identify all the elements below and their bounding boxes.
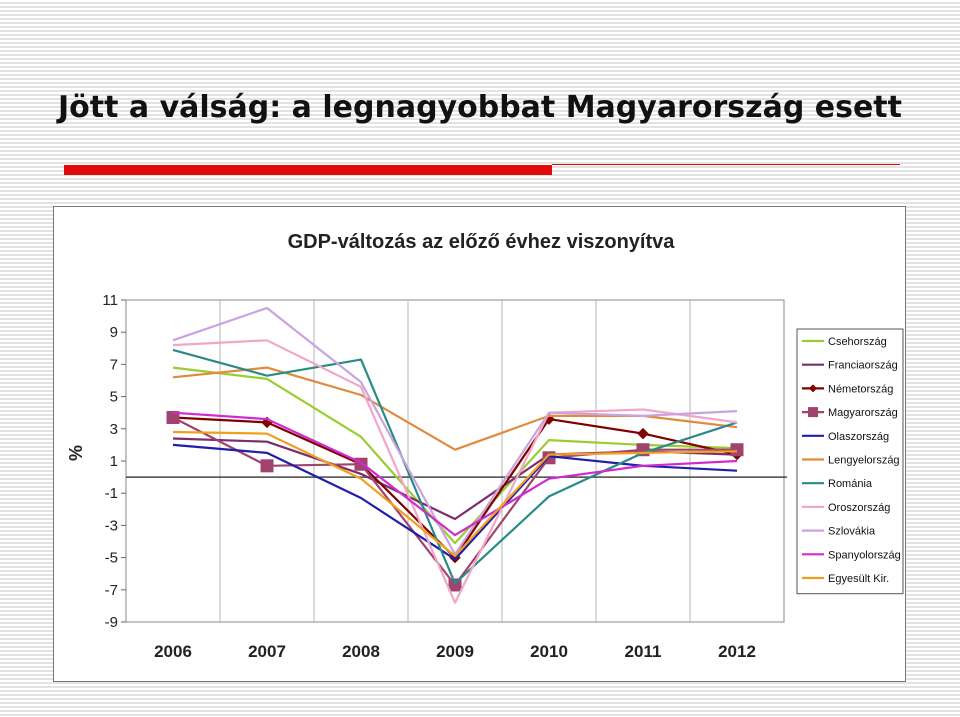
y-tick-label: 9 [110,324,118,341]
legend-label: Románia [828,478,873,490]
title-underline-bar [64,165,552,175]
series-line [172,411,738,537]
y-tick-label: -9 [105,614,118,631]
y-tick-label: -1 [105,485,118,502]
legend-label: Magyarország [828,407,898,419]
data-point [260,459,274,473]
y-tick-label: 7 [110,356,118,373]
legend-label: Franciaország [828,360,898,372]
x-tick-label: 2006 [154,642,192,661]
legend-label: Csehország [828,336,887,348]
y-tick-label: -7 [105,582,118,599]
legend-label: Oroszország [828,502,890,514]
y-tick-label: 3 [110,421,118,438]
x-tick-label: 2008 [342,642,380,661]
series-line [172,430,738,558]
y-axis-label: % [66,445,86,461]
data-point [730,443,744,457]
y-tick-label: 5 [110,389,118,406]
series-line [172,339,738,604]
series-line [172,416,738,559]
legend-label: Olaszország [828,431,889,443]
y-tick-label: 11 [102,292,118,309]
data-point [166,411,180,425]
y-tick-label: 1 [110,453,118,470]
gdp-line-chart: GDP-változás az előző évhez viszonyítva … [66,231,904,661]
series-line [172,366,738,451]
x-tick-label: 2012 [718,642,756,661]
data-point [637,427,649,440]
x-tick-label: 2009 [436,642,474,661]
legend-marker [809,384,817,393]
legend-marker [808,407,818,418]
chart-title: GDP-változás az előző évhez viszonyítva [288,231,676,253]
x-tick-label: 2007 [248,642,286,661]
legend-box [796,328,904,595]
title-underline-line [552,164,900,165]
plot-area [125,299,785,623]
legend-label: Szlovákia [828,526,876,538]
legend-label: Spanyolország [828,549,901,561]
legend-label: Németország [828,383,893,395]
series-line [172,366,738,545]
slide-title: Jött a válság: a legnagyobbat Magyarorsz… [58,90,902,125]
y-tick-label: -3 [105,517,118,534]
chart-frame: GDP-változás az előző évhez viszonyítva … [53,206,906,682]
x-tick-label: 2010 [530,642,568,661]
legend-label: Lengyelország [828,455,900,467]
legend-label: Egyesült Kir. [828,573,889,585]
x-tick-label: 2011 [625,642,662,661]
series-line [172,306,738,556]
y-tick-label: -5 [105,550,118,567]
